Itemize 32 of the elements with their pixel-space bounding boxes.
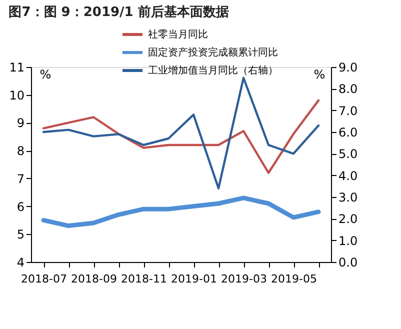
x-tick-label: 2019-03 — [221, 272, 267, 286]
y-tick-label: 4 — [16, 256, 24, 270]
legend-label: 工业增加值当月同比（右轴） — [148, 64, 278, 76]
y-tick-label: 8 — [16, 144, 24, 158]
x-tick-label: 2018-07 — [21, 272, 67, 286]
legend-label: 固定资产投资完成额累计同比 — [148, 46, 278, 58]
chart-title: 图7：图 9：2019/1 前后基本面数据 — [8, 4, 229, 20]
y2-axis-title: % — [314, 68, 326, 82]
y2-tick-label: 4.0 — [338, 168, 358, 183]
y2-tick-label: 6.0 — [338, 126, 358, 140]
y2-tick-label: 1.0 — [338, 234, 358, 248]
y-tick-label: 10 — [9, 88, 24, 102]
x-tick-label: 2018-09 — [71, 272, 117, 286]
y2-tick-label: 8.0 — [338, 82, 358, 96]
y2-tick-label: 7.0 — [338, 104, 358, 118]
y-tick-label: 11 — [9, 60, 24, 74]
legend-label: 社零当月同比 — [148, 28, 208, 40]
y-axis-title: % — [40, 68, 52, 82]
y2-tick-label: 3.0 — [338, 190, 358, 204]
y-tick-label: 6 — [16, 200, 24, 214]
y-tick-label: 7 — [16, 172, 24, 186]
y2-tick-label: 5.0 — [338, 147, 358, 162]
y2-tick-label: 2.0 — [338, 212, 358, 226]
y2-tick-label: 0.0 — [338, 256, 358, 270]
x-tick-label: 2018-11 — [121, 272, 167, 286]
y-tick-label: 5 — [16, 228, 24, 242]
line-series — [42, 99, 320, 174]
line-series — [41, 196, 321, 228]
y-tick-label: 9 — [16, 116, 24, 130]
y2-tick-label: 9.0 — [338, 60, 358, 74]
x-tick-label: 2019-01 — [171, 272, 217, 286]
x-tick-label: 2019-05 — [271, 272, 317, 286]
